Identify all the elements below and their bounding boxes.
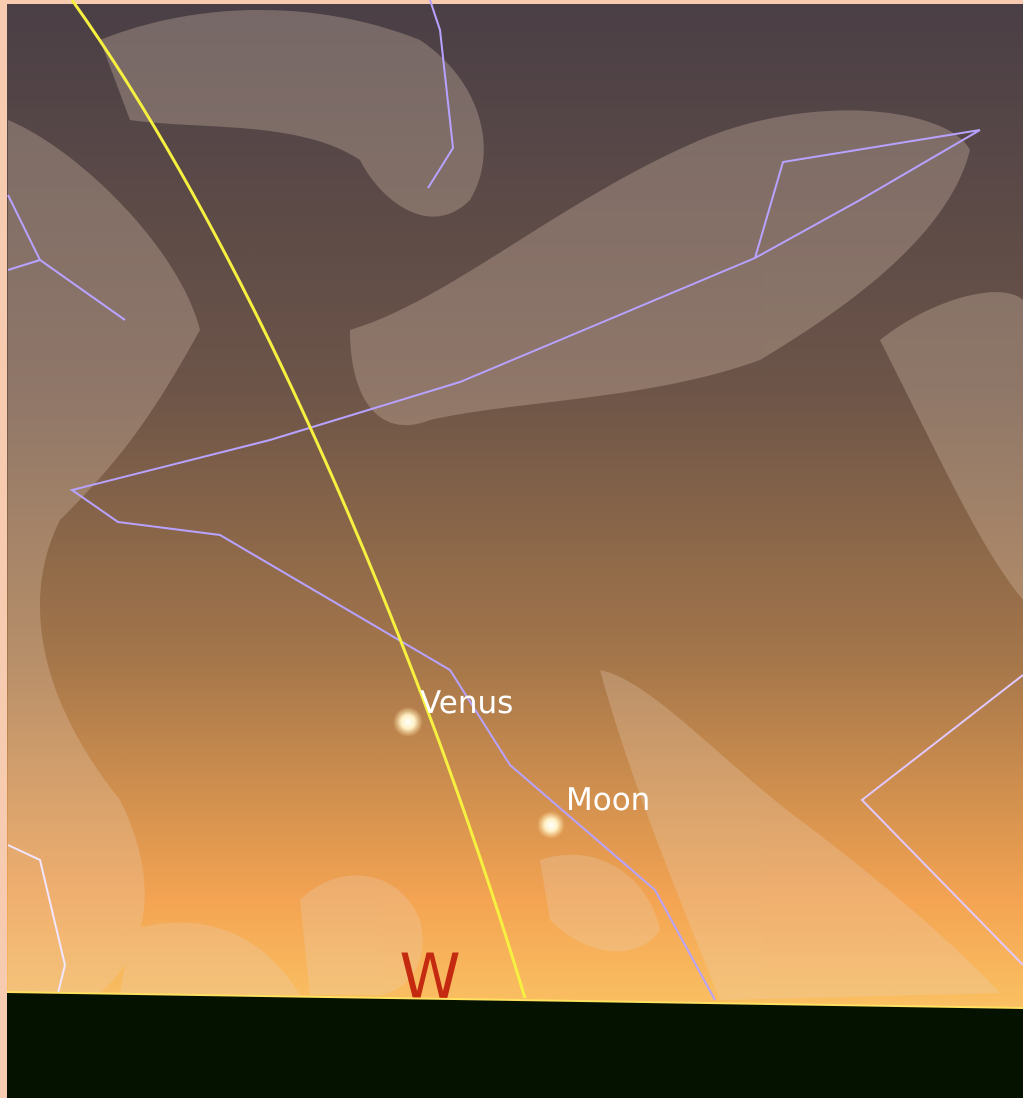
ecliptic <box>70 0 527 999</box>
horizon <box>6 991 1023 1009</box>
ground <box>7 992 1023 1098</box>
venus-dot <box>393 707 423 737</box>
sky <box>7 4 1023 1098</box>
venus-label: Venus <box>420 685 513 721</box>
moon-label: Moon <box>566 782 650 818</box>
constellation-lines <box>7 0 1023 1001</box>
constellation-art <box>8 10 1023 1000</box>
moon-dot <box>537 811 565 839</box>
